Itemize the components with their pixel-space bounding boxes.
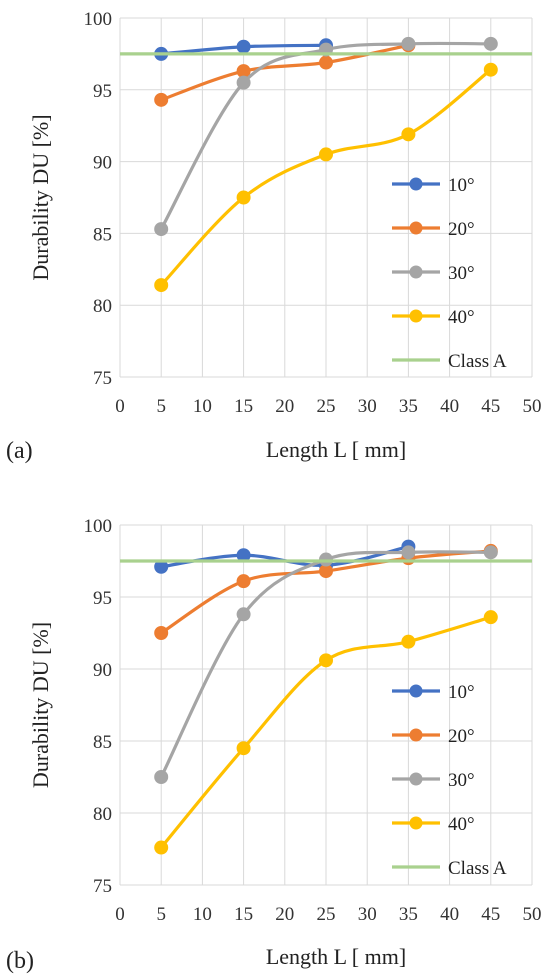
legend-label: 30° bbox=[448, 770, 475, 791]
data-point bbox=[236, 741, 251, 756]
x-tick-label: 15 bbox=[234, 904, 253, 925]
data-point bbox=[401, 127, 416, 142]
legend-label: 20° bbox=[448, 726, 475, 747]
x-tick-label: 5 bbox=[156, 904, 166, 925]
y-axis-title: Durability DU [%] bbox=[28, 622, 53, 788]
data-point bbox=[483, 36, 498, 51]
data-point bbox=[154, 626, 169, 640]
legend-swatch-marker bbox=[409, 772, 423, 786]
panel-label: (a) bbox=[6, 438, 33, 464]
x-tick-label: 30 bbox=[358, 904, 377, 925]
legend-label: Class A bbox=[448, 351, 507, 372]
x-tick-label: 10 bbox=[193, 396, 212, 417]
legend-swatch-marker bbox=[409, 177, 423, 191]
panel-label: (b) bbox=[6, 948, 34, 974]
y-tick-label: 95 bbox=[93, 81, 112, 102]
x-tick-label: 40 bbox=[440, 904, 459, 925]
x-tick-label: 35 bbox=[399, 904, 418, 925]
legend-swatch-marker bbox=[409, 816, 423, 830]
legend: 10° 20° 30° 40° Class A bbox=[392, 175, 507, 372]
y-tick-label: 90 bbox=[93, 153, 112, 174]
chart-panel-b: 0 5 10 15 20 25 30 35 40 45 50 75 80 85 90 95 100 Length … bbox=[6, 516, 542, 974]
data-point bbox=[236, 190, 251, 205]
y-tick-label: 80 bbox=[93, 296, 112, 317]
x-tick-label: 5 bbox=[156, 396, 166, 417]
data-point bbox=[236, 574, 251, 589]
legend-label: 40° bbox=[448, 307, 475, 328]
x-tick-label: 30 bbox=[358, 396, 377, 417]
series-line-30deg bbox=[159, 550, 493, 779]
legend: 10° 20° 30° 40° Class A bbox=[392, 682, 507, 879]
x-tick-label: 10 bbox=[193, 904, 212, 925]
data-point bbox=[483, 610, 498, 625]
x-tick-label: 0 bbox=[115, 396, 125, 417]
data-point bbox=[236, 39, 251, 54]
x-tick-label: 20 bbox=[275, 396, 294, 417]
y-tick-label: 100 bbox=[84, 9, 113, 30]
y-tick-label: 95 bbox=[93, 588, 112, 609]
y-tick-label: 80 bbox=[93, 804, 112, 825]
x-tick-label: 40 bbox=[440, 396, 459, 417]
data-point bbox=[483, 545, 498, 560]
x-tick-label: 0 bbox=[115, 904, 125, 925]
y-tick-label: 100 bbox=[84, 516, 113, 537]
data-point bbox=[236, 75, 251, 90]
x-tick-label: 20 bbox=[275, 904, 294, 925]
data-point bbox=[154, 222, 169, 237]
legend-swatch-marker bbox=[409, 728, 423, 742]
legend-label: 30° bbox=[448, 263, 475, 284]
legend-swatch-marker bbox=[409, 221, 423, 235]
x-tick-label: 15 bbox=[234, 396, 253, 417]
data-point bbox=[401, 634, 416, 649]
legend-swatch-marker bbox=[409, 684, 423, 698]
y-axis-title: Durability DU [%] bbox=[28, 114, 53, 280]
legend-label: 10° bbox=[448, 175, 475, 196]
legend-label: 40° bbox=[448, 814, 475, 835]
data-point bbox=[236, 607, 251, 622]
legend-label: Class A bbox=[448, 858, 507, 879]
x-tick-label: 50 bbox=[523, 904, 542, 925]
data-point bbox=[154, 278, 169, 293]
series-line-40deg bbox=[159, 615, 493, 850]
legend-label: 20° bbox=[448, 219, 475, 240]
y-tick-label: 90 bbox=[93, 660, 112, 681]
data-point bbox=[154, 840, 169, 855]
x-tick-label: 50 bbox=[523, 396, 542, 417]
legend-swatch-marker bbox=[409, 309, 423, 323]
x-tick-label: 25 bbox=[317, 396, 336, 417]
data-point bbox=[401, 545, 416, 560]
y-tick-label: 75 bbox=[93, 368, 112, 389]
data-point bbox=[154, 92, 169, 107]
y-tick-label: 85 bbox=[93, 732, 112, 753]
x-tick-label: 45 bbox=[481, 396, 500, 417]
x-tick-label: 45 bbox=[481, 904, 500, 925]
x-axis-title: Length L [ mm] bbox=[266, 944, 406, 969]
x-axis-title: Length L [ mm] bbox=[266, 437, 406, 462]
data-point bbox=[319, 55, 333, 70]
x-tick-label: 25 bbox=[317, 904, 336, 925]
chart-panel-a: 0 5 10 15 20 25 30 35 40 45 50 75 80 85 90 95 100 Length … bbox=[6, 9, 542, 464]
data-point bbox=[154, 770, 169, 784]
data-point bbox=[319, 147, 333, 162]
series-line-30deg bbox=[159, 41, 493, 231]
y-tick-label: 85 bbox=[93, 224, 112, 245]
data-point bbox=[401, 36, 416, 51]
legend-swatch-marker bbox=[409, 265, 423, 279]
legend-label: 10° bbox=[448, 682, 475, 703]
data-point bbox=[483, 62, 498, 77]
x-tick-label: 35 bbox=[399, 396, 418, 417]
y-tick-label: 75 bbox=[93, 876, 112, 897]
data-point bbox=[319, 653, 333, 668]
